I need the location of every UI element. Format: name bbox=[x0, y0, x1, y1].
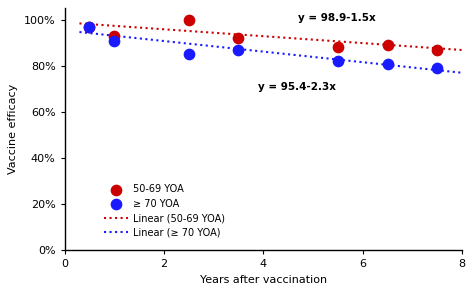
≥ 70 YOA bbox=[433, 66, 441, 71]
Linear (50-69 YOA) bbox=[311, 38, 317, 41]
Text: y = 98.9-1.5x: y = 98.9-1.5x bbox=[298, 13, 376, 23]
50-69 YOA bbox=[334, 45, 342, 50]
Linear (50-69 YOA) bbox=[77, 22, 82, 25]
Linear (≥ 70 YOA) bbox=[77, 30, 82, 34]
Linear (≥ 70 YOA) bbox=[303, 54, 309, 58]
Legend: 50-69 YOA, ≥ 70 YOA, Linear (50-69 YOA), Linear (≥ 70 YOA): 50-69 YOA, ≥ 70 YOA, Linear (50-69 YOA),… bbox=[101, 181, 228, 240]
50-69 YOA bbox=[110, 34, 118, 38]
≥ 70 YOA bbox=[235, 47, 242, 52]
≥ 70 YOA bbox=[384, 61, 392, 66]
Linear (≥ 70 YOA) bbox=[78, 30, 83, 34]
Linear (50-69 YOA) bbox=[78, 22, 83, 25]
Linear (≥ 70 YOA) bbox=[423, 67, 429, 71]
Linear (50-69 YOA) bbox=[303, 38, 309, 41]
Y-axis label: Vaccine efficacy: Vaccine efficacy bbox=[9, 84, 18, 174]
≥ 70 YOA bbox=[86, 24, 93, 29]
Linear (≥ 70 YOA) bbox=[311, 55, 317, 59]
X-axis label: Years after vaccination: Years after vaccination bbox=[200, 275, 327, 285]
50-69 YOA bbox=[235, 36, 242, 41]
Linear (50-69 YOA) bbox=[304, 38, 310, 41]
Linear (50-69 YOA) bbox=[459, 48, 465, 52]
≥ 70 YOA bbox=[110, 38, 118, 43]
50-69 YOA bbox=[185, 18, 192, 22]
Linear (50-69 YOA) bbox=[399, 44, 405, 47]
50-69 YOA bbox=[384, 43, 392, 47]
Linear (≥ 70 YOA) bbox=[399, 65, 405, 68]
50-69 YOA bbox=[433, 47, 441, 52]
Linear (≥ 70 YOA) bbox=[459, 71, 465, 74]
Text: y = 95.4-2.3x: y = 95.4-2.3x bbox=[258, 82, 337, 92]
50-69 YOA bbox=[86, 24, 93, 29]
Line: Linear (≥ 70 YOA): Linear (≥ 70 YOA) bbox=[80, 32, 462, 73]
Linear (≥ 70 YOA) bbox=[304, 54, 310, 58]
Line: Linear (50-69 YOA): Linear (50-69 YOA) bbox=[80, 23, 462, 50]
≥ 70 YOA bbox=[185, 52, 192, 57]
≥ 70 YOA bbox=[334, 59, 342, 64]
Linear (50-69 YOA) bbox=[423, 46, 429, 49]
